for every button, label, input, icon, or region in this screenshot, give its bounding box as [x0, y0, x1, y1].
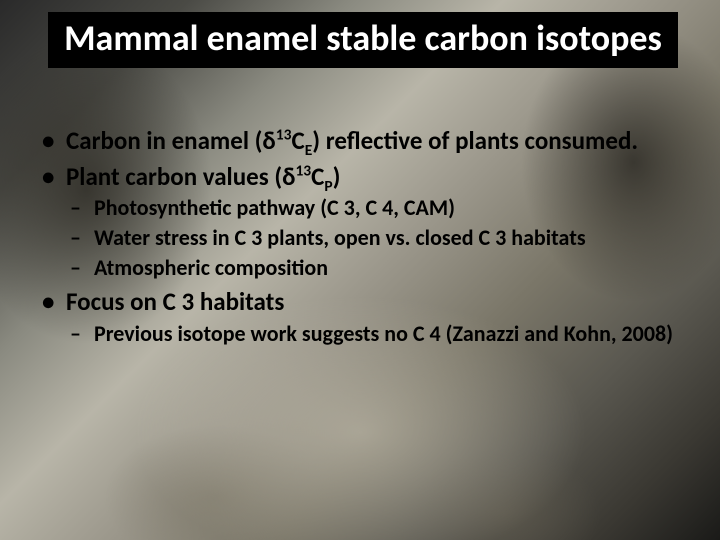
title-band: Mammal enamel stable carbon isotopes	[48, 12, 678, 68]
bullet-item: Focus on C 3 habitats Previous isotope wo…	[38, 287, 686, 347]
sub-bullet-item: Atmospheric composition	[66, 255, 686, 282]
bullet-text: Plant carbon values (δ13CP)	[66, 161, 340, 192]
bullet-list: Carbon in enamel (δ13CE) reflective of p…	[38, 126, 686, 348]
bullet-text: Focus on C 3 habitats	[66, 286, 284, 317]
sub-bullet-item: Photosynthetic pathway (C 3, C 4, CAM)	[66, 195, 686, 222]
slide-body: Carbon in enamel (δ13CE) reflective of p…	[38, 126, 686, 354]
sub-bullet-item: Water stress in C 3 plants, open vs. clo…	[66, 225, 686, 252]
bullet-text: Carbon in enamel (δ13CE) reflective of p…	[66, 125, 638, 156]
sub-bullet-list: Previous isotope work suggests no C 4 (Z…	[66, 321, 686, 348]
sub-bullet-item: Previous isotope work suggests no C 4 (Z…	[66, 321, 686, 348]
bullet-item: Plant carbon values (δ13CP)Photosyntheti…	[38, 162, 686, 282]
slide-title: Mammal enamel stable carbon isotopes	[60, 20, 666, 58]
bullet-item: Carbon in enamel (δ13CE) reflective of p…	[38, 126, 686, 156]
sub-bullet-list: Photosynthetic pathway (C 3, C 4, CAM) Wa…	[66, 195, 686, 281]
